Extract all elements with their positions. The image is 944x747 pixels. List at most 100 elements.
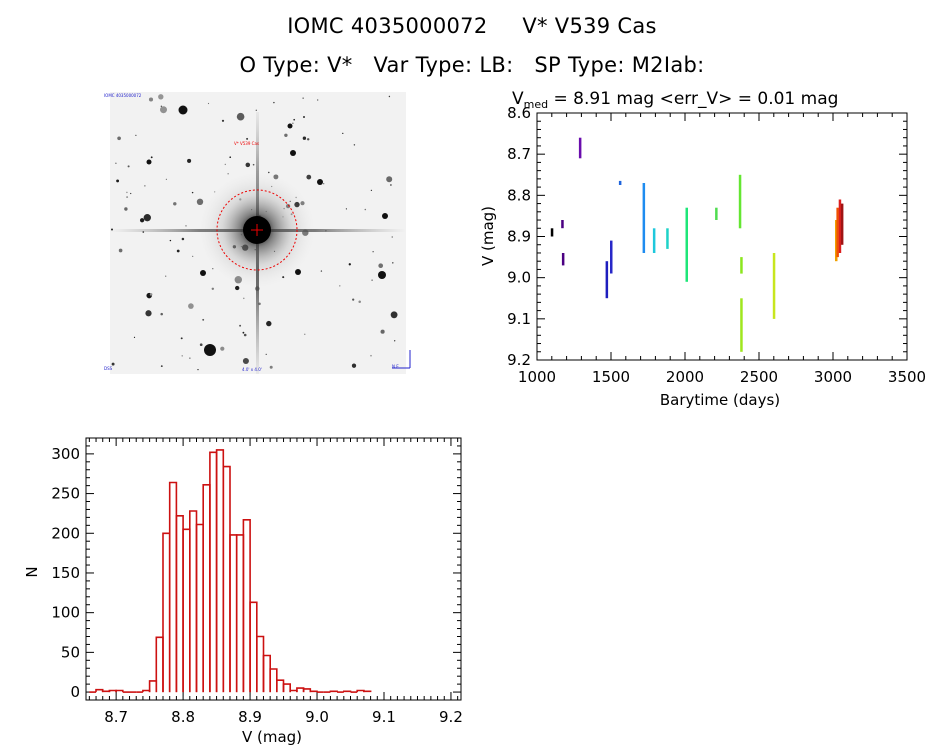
- y-tick-label: 50: [61, 643, 80, 661]
- histogram-bar: [249, 601, 258, 693]
- field-star: [127, 165, 130, 168]
- field-star: [187, 158, 192, 163]
- field-star: [320, 270, 323, 272]
- field-star: [181, 355, 183, 357]
- field-star: [246, 137, 249, 140]
- y-tick-label: 8.8: [507, 186, 531, 204]
- field-star: [197, 369, 199, 371]
- field-star: [118, 248, 123, 253]
- bright-field-star: [378, 271, 386, 279]
- x-tick-label: 8.7: [104, 708, 128, 726]
- histogram-bar: [209, 451, 218, 693]
- field-star: [306, 138, 310, 141]
- histogram-bar: [242, 519, 251, 693]
- histogram-bar: [148, 680, 158, 693]
- field-star: [144, 185, 146, 187]
- field-star: [293, 118, 296, 121]
- data-point-cluster: [740, 298, 743, 352]
- bright-field-star: [200, 270, 206, 276]
- data-point-cluster: [838, 199, 842, 253]
- field-star: [390, 184, 392, 186]
- field-star: [199, 343, 203, 347]
- light-curve-title: Vmed = 8.91 mag <err_V> = 0.01 mag: [512, 89, 838, 111]
- field-star: [135, 134, 137, 137]
- histogram-ylabel: N: [23, 566, 41, 577]
- light-curve-ylabel: V (mag): [479, 206, 497, 266]
- bright-field-star: [178, 105, 188, 115]
- histogram-bar: [229, 534, 238, 693]
- field-star: [390, 311, 398, 319]
- field-star: [111, 362, 115, 366]
- field-star: [221, 119, 225, 122]
- data-point-cluster: [605, 261, 609, 299]
- histogram-bar: [256, 635, 265, 693]
- data-point-cluster: [550, 228, 554, 237]
- histogram-bar: [168, 481, 178, 693]
- field-star: [388, 95, 391, 98]
- x-tick-label: 9.0: [305, 708, 329, 726]
- field-star: [353, 144, 356, 146]
- field-star: [236, 112, 245, 121]
- field-star: [371, 279, 373, 281]
- data-point-cluster: [715, 207, 718, 220]
- field-star: [265, 353, 267, 355]
- data-point-cluster: [561, 220, 564, 229]
- bright-field-star: [287, 123, 293, 129]
- field-star: [242, 331, 245, 334]
- field-star: [211, 287, 215, 291]
- field-star: [173, 202, 177, 206]
- data-point-cluster: [561, 253, 565, 266]
- field-star: [372, 251, 374, 253]
- field-star: [165, 178, 167, 180]
- field-star: [180, 337, 183, 340]
- histogram-bar: [115, 689, 124, 693]
- field-star: [169, 239, 172, 242]
- histogram-bar: [343, 690, 352, 693]
- field-star: [273, 101, 275, 104]
- data-point-cluster: [740, 257, 743, 274]
- histogram-bar: [142, 689, 151, 693]
- histogram-bar: [282, 683, 291, 693]
- field-star: [345, 208, 347, 210]
- field-star: [302, 97, 304, 99]
- field-star: [243, 333, 247, 337]
- histogram-bar: [363, 690, 372, 693]
- field-star: [386, 176, 393, 183]
- field-star: [304, 333, 306, 335]
- field-star: [243, 297, 245, 300]
- histogram-bar: [95, 688, 104, 693]
- field-star: [364, 208, 367, 211]
- y-tick-label: 8.9: [507, 228, 531, 246]
- x-tick-label: 9.1: [372, 708, 396, 726]
- histogram-bar: [175, 515, 184, 693]
- field-star: [207, 102, 210, 105]
- object-types-line: O Type: V* Var Type: LB: SP Type: M2Iab:: [239, 53, 705, 77]
- histogram-bar: [101, 690, 111, 693]
- field-star: [317, 99, 319, 101]
- data-point-cluster: [642, 183, 646, 253]
- field-star: [268, 171, 270, 174]
- y-tick-label: 200: [51, 524, 80, 542]
- bright-field-star: [290, 150, 296, 156]
- field-star: [370, 354, 372, 357]
- field-star: [139, 218, 145, 223]
- field-star: [351, 363, 357, 368]
- field-star: [252, 163, 255, 166]
- histogram-bar: [269, 668, 278, 693]
- histogram-bar: [276, 679, 285, 693]
- field-star: [229, 156, 232, 159]
- y-tick-label: 9.1: [507, 310, 531, 328]
- y-tick-label: 0: [70, 683, 80, 701]
- field-star: [165, 275, 167, 277]
- data-point-cluster: [610, 240, 613, 274]
- target-circle: [216, 189, 298, 271]
- field-star: [148, 97, 154, 102]
- field-star: [224, 163, 227, 166]
- field-star: [160, 312, 163, 316]
- histogram-bar: [195, 523, 204, 693]
- bright-field-star: [317, 179, 323, 185]
- y-tick-label: 9.2: [507, 351, 531, 369]
- field-star: [126, 196, 129, 199]
- x-tick-label: 8.9: [238, 708, 262, 726]
- field-star: [227, 173, 229, 175]
